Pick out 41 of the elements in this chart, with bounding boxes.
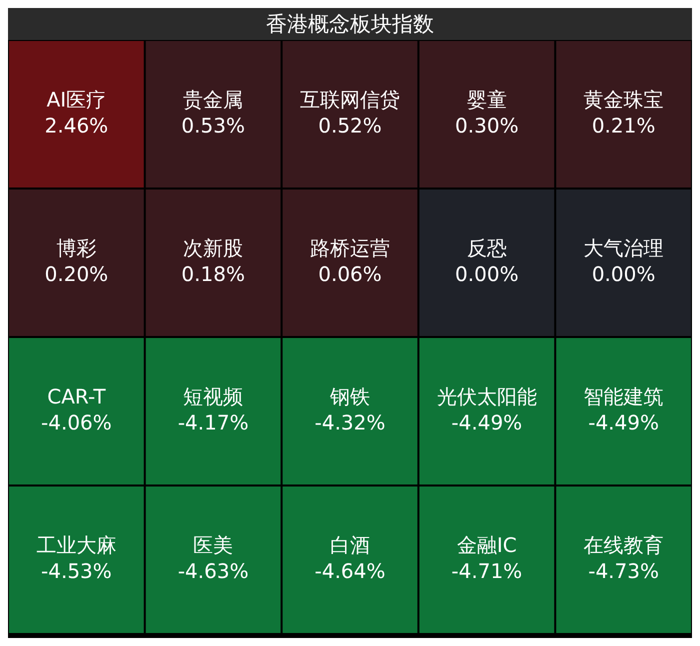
category-label: AI医疗 [46, 87, 106, 112]
data-label: -4.53% [41, 558, 112, 583]
category-label: 智能建筑 [584, 384, 664, 408]
category-label: 路桥运营 [310, 236, 390, 260]
data-label: -4.63% [178, 558, 249, 583]
category-label: 大气治理 [584, 236, 664, 260]
data-label: 0.06% [318, 262, 382, 286]
data-label: -4.32% [314, 410, 386, 434]
data-label: -4.64% [314, 558, 386, 583]
data-label: 0.00% [455, 262, 519, 286]
category-label: 反恐 [466, 236, 507, 260]
text: 香港概念板块指数 [8, 8, 692, 40]
data-label: 0.52% [318, 113, 382, 138]
category-label: 钢铁 [329, 384, 370, 408]
category-label: 互联网信贷 [300, 87, 400, 112]
data-label: 0.00% [592, 262, 656, 286]
category-label: 光伏太阳能 [436, 384, 537, 408]
data-label: 2.46% [44, 113, 108, 138]
data-label: 0.20% [44, 262, 108, 286]
data-label: -4.49% [451, 410, 522, 434]
category-label: 婴童 [466, 87, 507, 112]
data-label: -4.17% [178, 410, 249, 434]
category-label: 金融IC [456, 532, 517, 557]
data-label: -4.73% [588, 558, 659, 583]
data-label: -4.06% [41, 410, 112, 434]
category-label: 白酒 [330, 532, 370, 557]
category-label: 医美 [193, 532, 234, 557]
data-label: 0.18% [181, 262, 245, 286]
category-label: 次新股 [183, 236, 244, 260]
category-label: 短视频 [183, 384, 244, 408]
category-label: 博彩 [56, 236, 96, 260]
category-label: 黄金珠宝 [584, 87, 664, 112]
category-label: 工业大麻 [36, 532, 116, 557]
data-label: 0.21% [592, 113, 656, 138]
data-label: 0.53% [181, 113, 245, 138]
category-label: 在线教育 [584, 532, 664, 557]
category-label: 贵金属 [183, 87, 244, 112]
data-label: -4.49% [588, 410, 659, 434]
data-label: -4.71% [451, 558, 522, 583]
category-label: CAR-T [47, 384, 106, 408]
data-label: 0.30% [455, 113, 519, 138]
